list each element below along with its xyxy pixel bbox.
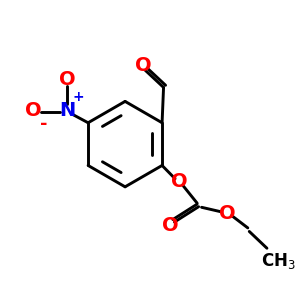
Text: O: O [58,70,75,89]
Text: +: + [72,90,84,104]
Text: O: O [25,100,41,120]
Text: CH$_3$: CH$_3$ [261,251,296,271]
Text: O: O [135,56,151,75]
Text: N: N [59,100,75,120]
Text: O: O [162,216,178,235]
Text: O: O [219,204,236,223]
Text: -: - [40,115,47,133]
Text: O: O [171,172,188,191]
